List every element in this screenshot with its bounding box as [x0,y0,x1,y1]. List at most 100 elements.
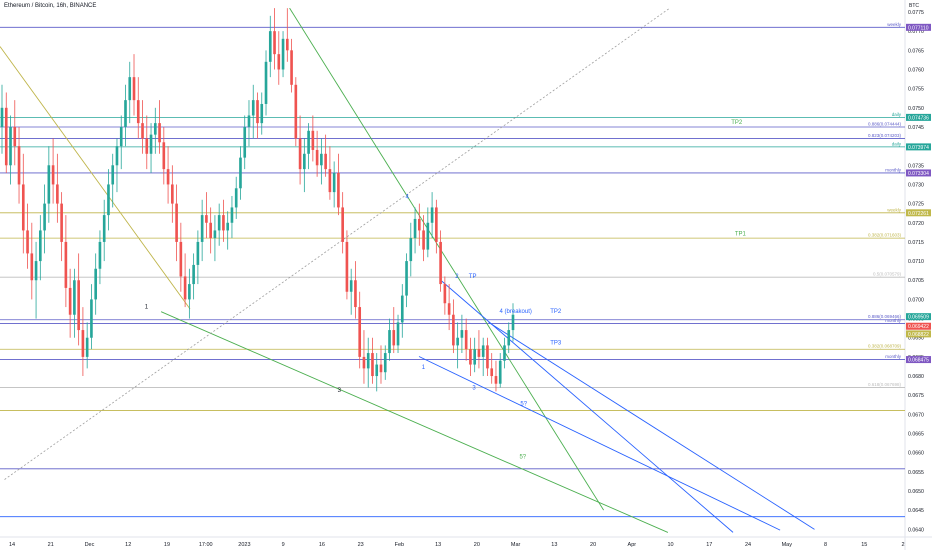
candle-body [171,184,174,204]
y-tick-label: 0.0675 [908,393,924,399]
candle-body [17,146,21,185]
candle-body [294,84,298,139]
candle-body [153,123,157,135]
y-tick-label: 0.0710 [908,259,924,265]
candle-body [503,345,506,361]
candle-body [315,149,319,166]
candle-body [435,207,438,242]
candle-body [511,314,515,331]
candle-body [392,330,396,346]
candle-body [422,230,425,250]
price-tag-label: 0.069422 [908,324,929,330]
price-tag-label: 0.072261 [908,211,929,217]
candle-body [400,295,404,323]
candle-body [447,303,451,315]
candle-body [456,337,459,346]
level-label: monthly [885,167,902,172]
candle-body [64,241,68,288]
y-tick-label: 0.0725 [908,202,924,208]
candle-body [115,146,119,166]
candle-body [396,322,400,346]
candle-body [196,241,200,265]
y-tick-label: 0.0655 [908,470,924,476]
candle-body [243,126,247,158]
candle-body [4,107,8,166]
x-tick-label: 2023 [238,542,250,548]
candle-body [60,203,63,242]
channel-extension [488,322,815,530]
candle-body [413,218,417,239]
x-tick-label: 19 [164,542,170,548]
level-label: daily [892,112,902,117]
price-tag-label: 0.073304 [908,171,929,177]
candle-body [477,349,481,357]
level-label: monthly [885,354,902,359]
candle-body [145,138,149,154]
level-label: 0.5(0.070579) [873,272,902,277]
candle-body [298,138,302,170]
price-tag-label: 0.073974 [908,145,929,151]
x-tick-label: 24 [745,542,751,548]
candle-body [341,207,344,242]
candle-body [47,165,51,204]
annotation-label: 2 [455,274,459,280]
channel-lower [418,356,781,531]
price-tag [906,169,931,177]
candle-body [481,345,485,357]
candle-body [234,188,238,208]
candle-body [192,264,195,285]
candle-body [179,241,183,277]
x-tick-label: May [782,542,793,548]
candle-body [13,126,17,147]
candle-body [379,364,383,373]
candle-body [268,31,272,62]
candle-body [0,107,4,127]
price-tag [906,322,931,330]
x-tick-label: 12 [125,542,131,548]
candle-body [107,184,110,216]
candle-body [383,353,387,373]
candle-body [128,77,132,101]
y-tick-label: 0.0640 [908,527,924,533]
candle-body [251,100,255,116]
y-tick-label: 0.0665 [908,432,924,438]
candle-body [230,207,234,223]
candle-body [388,330,391,354]
annotation-label: 4 (breakout) [500,309,532,315]
candle-body [77,280,80,331]
candle-body [371,353,374,377]
price-tag [906,209,931,217]
candle-body [362,356,366,369]
y-tick-label: 0.0720 [908,221,924,227]
price-tag-label: 0.074736 [908,115,929,121]
candle-body [149,134,153,154]
level-label: 0.886(0.069466) [868,314,902,319]
x-tick-label: 15 [861,542,867,548]
candle-body [260,103,264,124]
candle-body [460,330,464,338]
annotation-label: 1 [145,305,149,311]
candle-body [337,172,340,208]
level-label: weekly [887,22,902,27]
candle-body [85,337,89,357]
price-tag-label: 0.069509 [908,315,929,321]
candle-body [175,203,178,242]
price-tag-label: 0.068822 [908,332,929,338]
candle-body [430,207,434,223]
annotation-label: TP1 [735,231,747,237]
annotation-label: 5? [519,454,526,460]
x-tick-label: Apr [628,542,637,548]
candle-body [366,353,370,369]
candle-body [328,169,332,193]
level-label: 0.382(0.068709) [868,344,902,349]
y-tick-label: 0.0715 [908,240,924,246]
candle-body [162,142,166,170]
x-tick-label: 13 [551,542,557,548]
candle-body [188,284,191,300]
annotation-label: TP3 [550,341,562,347]
y-tick-label: 0.0760 [908,67,924,73]
trendline-green-upper [289,7,605,511]
candle-body [264,61,268,104]
y-tick-label: 0.0755 [908,87,924,93]
